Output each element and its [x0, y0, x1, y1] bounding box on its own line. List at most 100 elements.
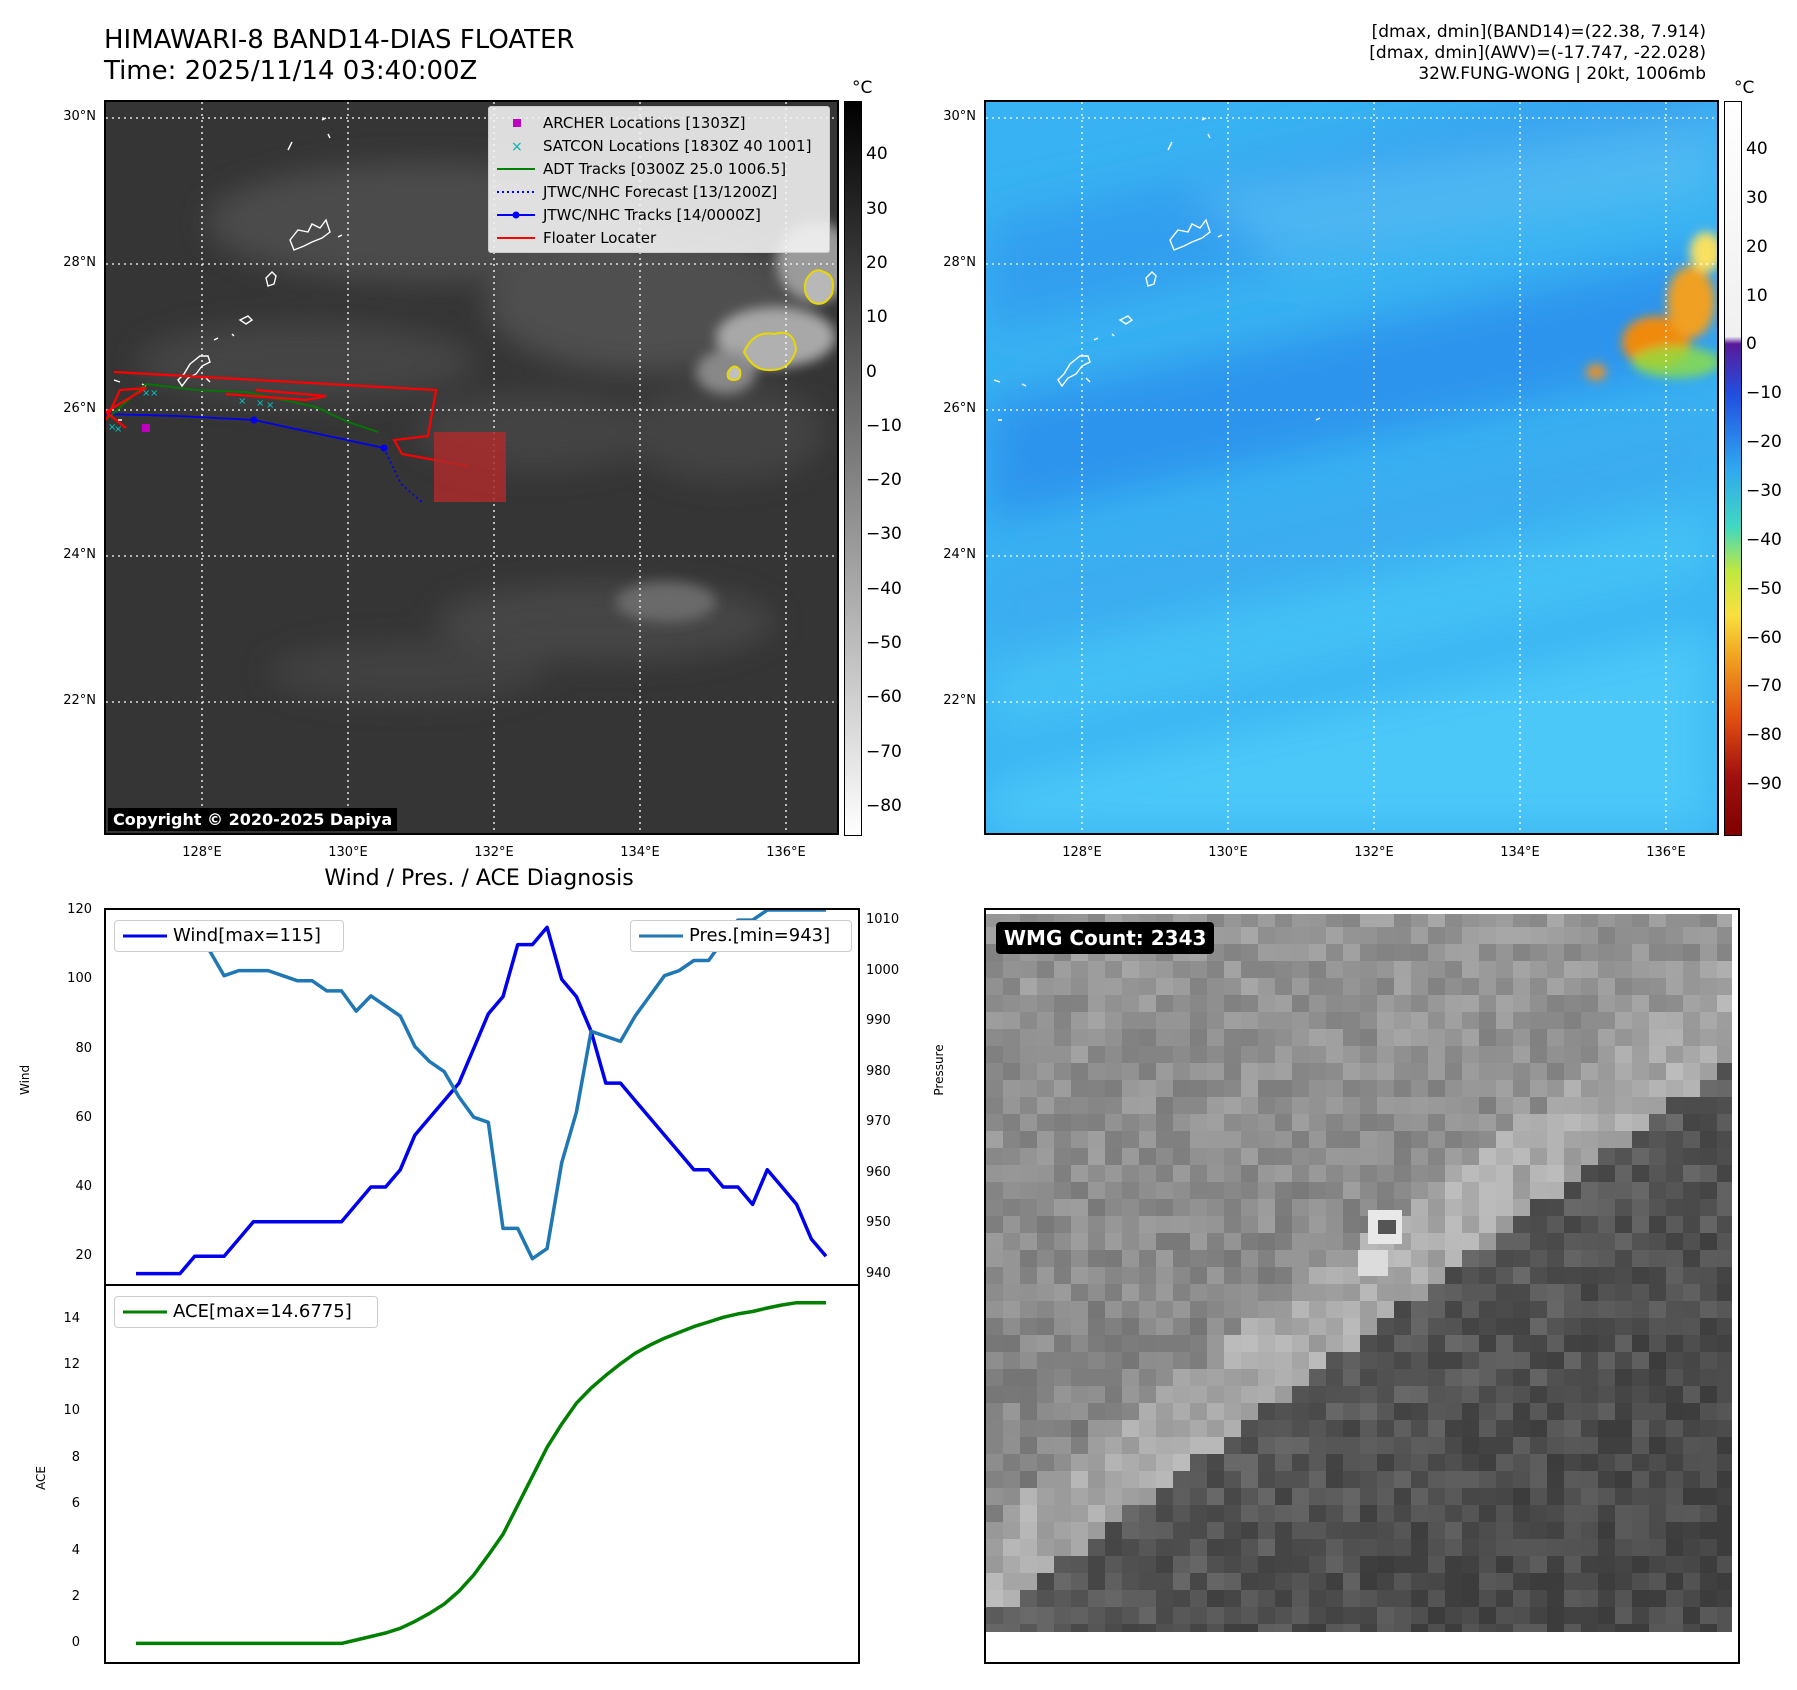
- lat-label-28n: 28°N: [63, 255, 96, 270]
- pressure-axis-label: Pressure: [932, 1044, 946, 1096]
- pressure-tick-label: 960: [866, 1164, 891, 1180]
- wmg-image: [986, 910, 1738, 1662]
- map-legend: ARCHER Locations [1303Z] × SATCON Locati…: [488, 106, 830, 253]
- awv-lon-label-130e: 130°E: [1208, 845, 1248, 860]
- ace-tick-label: 4: [71, 1542, 80, 1558]
- right-colorbar-tick: −30: [1746, 480, 1782, 501]
- ace-tick-label: 12: [63, 1356, 80, 1372]
- awv-coastlines: [993, 117, 1321, 421]
- pressure-legend: Pres.[min=943]: [630, 920, 852, 952]
- left-colorbar-tick: −80: [866, 795, 902, 816]
- pressure-tick-label: 950: [866, 1215, 891, 1231]
- lat-label-22n: 22°N: [63, 693, 96, 708]
- wind-tick-label: 40: [75, 1179, 92, 1194]
- awv-lat-label-22n: 22°N: [943, 693, 976, 708]
- right-colorbar-tick: −90: [1746, 774, 1782, 795]
- lat-label-26n: 26°N: [63, 401, 96, 416]
- left-colorbar-tick: 0: [866, 361, 877, 382]
- lon-label-134e: 134°E: [620, 845, 660, 860]
- left-colorbar: [844, 101, 862, 836]
- left-colorbar-tick: −30: [866, 524, 902, 545]
- awv-lat-label-24n: 24°N: [943, 547, 976, 562]
- ace-panel: ACE[max=14.6775]: [104, 1284, 860, 1664]
- ace-tick-label: 14: [63, 1310, 80, 1326]
- awv-lon-label-134e: 134°E: [1500, 845, 1540, 860]
- svg-text:×: ×: [266, 400, 274, 411]
- awv-lat-label-26n: 26°N: [943, 401, 976, 416]
- left-colorbar-unit: °C: [852, 78, 873, 98]
- lon-label-128e: 128°E: [182, 845, 222, 860]
- left-colorbar-tick: −70: [866, 741, 902, 762]
- pressure-tick-label: 1010: [866, 912, 900, 928]
- left-colorbar-tick: −60: [866, 687, 902, 708]
- ace-axis-label: ACE: [34, 1466, 48, 1490]
- svg-text:×: ×: [238, 396, 246, 407]
- awv-lon-label-132e: 132°E: [1354, 845, 1394, 860]
- wind-tick-label: 20: [75, 1248, 92, 1264]
- ace-tick-label: 6: [71, 1496, 80, 1512]
- right-colorbar-tick: 0: [1746, 334, 1757, 355]
- lon-label-130e: 130°E: [328, 845, 368, 860]
- lat-label-30n: 30°N: [63, 109, 96, 124]
- awv-range-info: [dmax, dmin](AWV)=(-17.747, -22.028): [1369, 43, 1706, 63]
- svg-text:×: ×: [142, 388, 150, 399]
- wind-pressure-plot: [134, 910, 828, 1276]
- awv-map-image: [986, 102, 1717, 833]
- ace-legend: ACE[max=14.6775]: [114, 1296, 378, 1328]
- left-colorbar-tick: −10: [866, 415, 902, 436]
- right-colorbar-tick: −10: [1746, 383, 1782, 404]
- right-colorbar-tick: −60: [1746, 627, 1782, 648]
- right-colorbar-tick: 10: [1746, 285, 1768, 306]
- right-colorbar-tick: −70: [1746, 676, 1782, 697]
- wind-tick-label: 80: [75, 1040, 92, 1056]
- awv-lat-label-30n: 30°N: [943, 109, 976, 124]
- ace-tick-label: 0: [71, 1635, 80, 1651]
- awv-lon-label-128e: 128°E: [1062, 845, 1102, 860]
- wmg-panel: WMG Count: 2343: [984, 908, 1740, 1664]
- right-colorbar-tick: −80: [1746, 725, 1782, 746]
- pressure-tick-label: 980: [866, 1063, 891, 1079]
- svg-text:×: ×: [511, 139, 523, 154]
- left-colorbar-tick: −20: [866, 470, 902, 491]
- wind-tick-label: 100: [67, 971, 92, 987]
- svg-text:×: ×: [108, 422, 116, 433]
- left-colorbar-tick: 40: [866, 144, 888, 165]
- right-colorbar: [1724, 101, 1742, 836]
- wind-series-line: [136, 925, 828, 1276]
- pressure-tick-label: 990: [866, 1013, 891, 1029]
- ace-plot: [136, 1300, 826, 1646]
- lon-label-132e: 132°E: [474, 845, 514, 860]
- ace-tick-label: 2: [71, 1589, 80, 1604]
- pressure-tick-label: 970: [866, 1114, 891, 1130]
- left-colorbar-tick: −50: [866, 633, 902, 653]
- pressure-series-line: [134, 910, 826, 1261]
- ace-tick-label: 10: [63, 1403, 80, 1419]
- band14-range-info: [dmax, dmin](BAND14)=(22.38, 7.914): [1371, 22, 1706, 42]
- wmg-count-label: WMG Count: 2343: [996, 922, 1215, 954]
- pressure-tick-label: 940: [866, 1265, 891, 1281]
- ace-series-line: [136, 1300, 826, 1646]
- diagnosis-title: Wind / Pres. / ACE Diagnosis: [324, 866, 634, 891]
- right-colorbar-tick: 40: [1746, 138, 1768, 159]
- right-colorbar-tick: 30: [1746, 187, 1768, 208]
- pressure-tick-label: 1000: [866, 962, 900, 978]
- right-colorbar-tick: −40: [1746, 529, 1782, 550]
- figure-title: HIMAWARI-8 BAND14-DIAS FLOATER: [104, 25, 575, 55]
- figure-timestamp: Time: 2025/11/14 03:40:00Z: [104, 56, 478, 86]
- svg-text:×: ×: [114, 424, 122, 435]
- left-colorbar-tick: −40: [866, 578, 902, 599]
- left-colorbar-tick: 20: [866, 252, 888, 273]
- lat-label-24n: 24°N: [63, 547, 96, 562]
- svg-text:×: ×: [150, 388, 158, 399]
- ir-map-panel: × × × × × × × ARCHER Locations [1303Z] × SATC…: [104, 100, 839, 835]
- wind-pressure-panel: Wind[max=115] Pres.[min=943]: [104, 908, 860, 1286]
- right-colorbar-tick: −20: [1746, 432, 1782, 453]
- right-colorbar-tick: −50: [1746, 578, 1782, 599]
- wind-tick-label: 120: [67, 902, 92, 917]
- left-colorbar-tick: 30: [866, 198, 888, 219]
- svg-text:×: ×: [256, 398, 264, 409]
- wind-tick-label: 60: [75, 1109, 92, 1125]
- awv-map-panel: [984, 100, 1719, 835]
- lon-label-136e: 136°E: [766, 845, 806, 860]
- awv-lat-label-28n: 28°N: [943, 255, 976, 270]
